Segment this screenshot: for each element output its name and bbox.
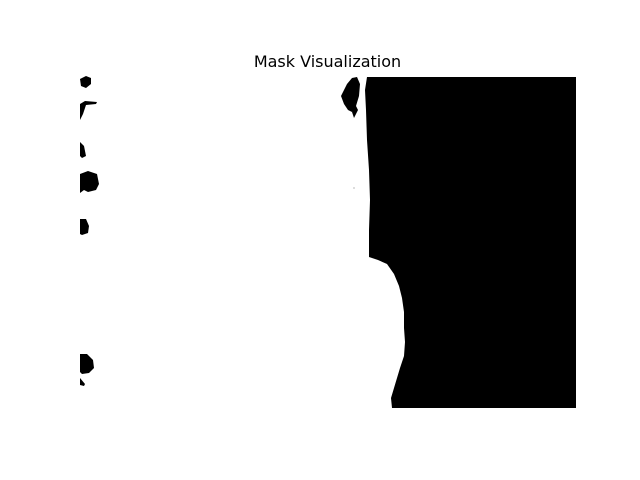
mask-blob-7 <box>80 378 85 386</box>
mask-blob-4 <box>80 171 99 193</box>
mask-region-right <box>365 77 576 408</box>
mask-blob-2 <box>80 101 97 120</box>
mask-speck <box>353 187 355 189</box>
figure-title: Mask Visualization <box>253 52 402 71</box>
mask-blob-1 <box>80 76 91 88</box>
mask-region-top-strand-thin <box>352 104 358 118</box>
mask-blob-6 <box>80 354 94 374</box>
mask-region-top-strands <box>341 77 360 112</box>
mask-blob-3 <box>80 142 86 158</box>
mask-blob-5 <box>80 219 89 235</box>
